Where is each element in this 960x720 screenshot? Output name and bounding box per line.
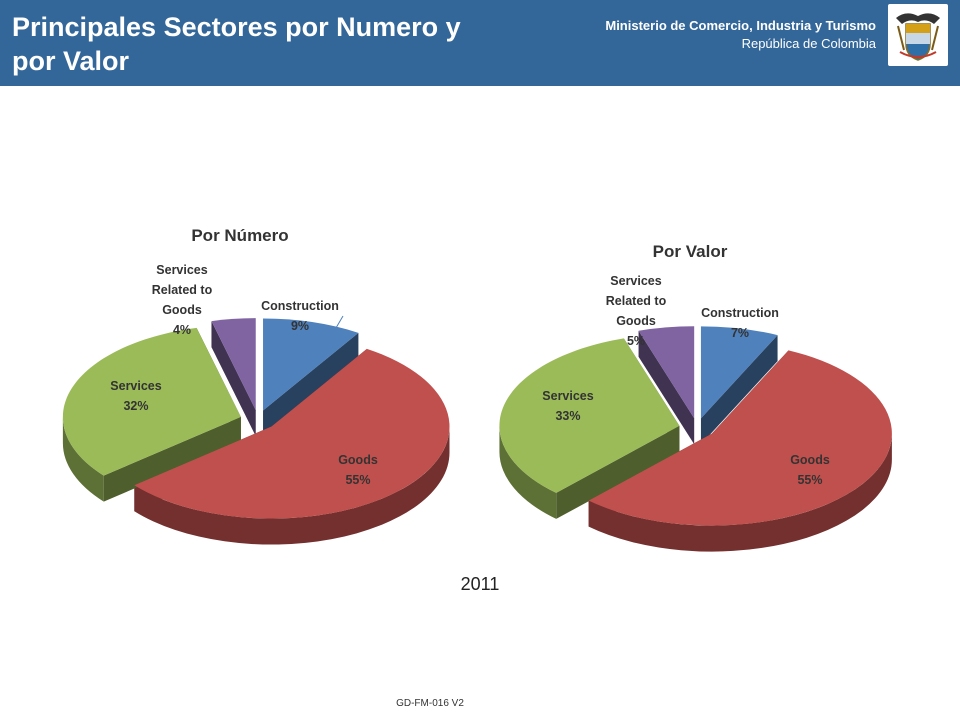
slice-label: Goods 55% (790, 453, 830, 487)
pie-slice-por-valor2 (499, 338, 680, 493)
slice-label: Construction 9% (261, 299, 339, 333)
slice-label: Services Related to Goods 5% (606, 274, 667, 348)
pie-slice-por-valor0 (700, 326, 778, 419)
header-bar: Principales Sectores por Numero y por Va… (0, 0, 960, 86)
pie-slice-por-n-mero3 (211, 318, 256, 411)
leader-line (322, 315, 344, 351)
ministry-name: Ministerio de Comercio, Industria y Turi… (605, 18, 876, 33)
pie-slice-por-n-mero1 (134, 348, 450, 519)
footer-code: GD-FM-016 V2 (396, 698, 464, 709)
slice-label: Construction 7% (701, 306, 779, 340)
chart-title: Por Número (191, 226, 288, 245)
pie-slice-side-0 (700, 335, 778, 445)
pie-chart-por-valor: Por Valor Construction 7% Goods 55% Services 3… (499, 242, 892, 552)
slice-label: Services 33% (542, 389, 593, 423)
pie-slice-side-3 (211, 321, 256, 437)
country-name: República de Colombia (741, 36, 876, 51)
page-title: Principales Sectores por Numero y por Va… (12, 12, 461, 76)
pie-slice-por-n-mero0 (263, 318, 359, 411)
pie-chart-por-numero: Por Número Construction 9% Goods 55% Services… (62, 226, 450, 545)
year-label: 2011 (460, 574, 500, 594)
slice-label: Services 32% (110, 379, 161, 413)
coat-of-arms-icon (888, 4, 948, 66)
slice-label: Goods 55% (338, 453, 378, 487)
pie-slice-por-valor1 (588, 350, 892, 526)
pie-slice-por-n-mero2 (62, 327, 241, 476)
pie-slice-side-3 (638, 330, 695, 445)
ministry-block: Ministerio de Comercio, Industria y Turi… (605, 17, 876, 53)
pie-slice-por-valor3 (638, 326, 695, 419)
pie-slice-side-0 (263, 332, 359, 437)
slice-label: Services Related to Goods 4% (152, 263, 213, 337)
chart-title: Por Valor (653, 242, 728, 261)
